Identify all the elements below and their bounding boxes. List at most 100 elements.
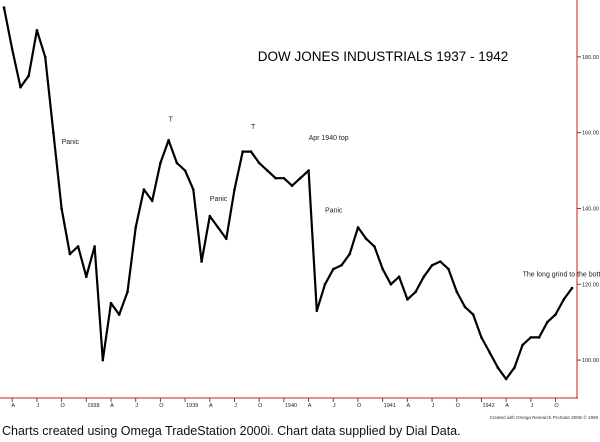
data-point: [447, 267, 450, 271]
x-tick-label: 1939: [186, 403, 198, 409]
footer-note: Created with Omega Research ProSuite 200…: [490, 414, 599, 420]
data-point: [159, 161, 162, 165]
data-point: [356, 226, 360, 229]
x-tick-label: O: [357, 403, 362, 409]
x-tick-label: J: [37, 403, 40, 409]
x-tick-label: A: [407, 403, 411, 409]
data-point: [274, 176, 278, 180]
data-point: [529, 336, 533, 339]
data-point: [167, 138, 170, 142]
data-point: [488, 351, 492, 354]
data-point: [200, 260, 203, 263]
data-point: [2, 6, 6, 9]
data-point: [430, 264, 434, 267]
x-tick-label: O: [554, 403, 559, 409]
data-point: [422, 275, 426, 279]
data-point: [43, 55, 47, 59]
data-point: [249, 150, 253, 153]
chart: DOW JONES INDUSTRIALS 1937 - 1942 100.00…: [0, 0, 600, 420]
data-point: [496, 366, 500, 370]
x-tick-label: A: [11, 403, 15, 409]
data-point: [471, 313, 475, 316]
data-point: [414, 290, 417, 294]
data-point: [315, 309, 319, 313]
data-point: [570, 286, 574, 290]
y-axis-ticks: 100.00 120.00 140.00 160.00 180.00: [577, 55, 599, 364]
y-tick-label: 140.00: [582, 206, 599, 212]
data-point: [109, 301, 113, 305]
data-point: [299, 176, 302, 180]
annotations: Panic T Panic T Apr 1940 top Panic The long gr…: [62, 116, 600, 278]
data-point: [117, 313, 121, 316]
data-point: [439, 260, 442, 263]
x-tick-label: O: [456, 403, 461, 409]
data-point: [241, 150, 244, 153]
annotation-label: T: [169, 116, 174, 123]
x-tick-label: A: [110, 403, 114, 409]
x-tick-label: O: [258, 403, 263, 409]
chart-title: DOW JONES INDUSTRIALS 1937 - 1942: [258, 49, 509, 64]
data-point: [35, 29, 39, 32]
plot-background: [0, 0, 600, 420]
data-point: [554, 313, 557, 316]
x-tick-label: A: [209, 403, 213, 409]
data-point: [332, 267, 335, 271]
y-tick-label: 120.00: [582, 282, 599, 288]
y-tick-label: 180.00: [582, 55, 599, 61]
data-point: [340, 264, 343, 267]
x-tick-label: 1942: [482, 403, 494, 409]
data-point: [455, 290, 459, 294]
data-point: [175, 161, 179, 165]
x-tick-label: O: [60, 403, 65, 409]
series-line-0: [2, 7, 573, 381]
data-point: [323, 283, 327, 286]
x-tick-label: 1941: [384, 403, 396, 409]
x-tick-label: J: [530, 403, 533, 409]
data-point: [101, 358, 105, 362]
data-point: [27, 74, 31, 78]
data-point: [76, 245, 80, 248]
data-point: [233, 188, 236, 191]
x-tick-label: J: [234, 403, 237, 409]
data-point: [216, 226, 220, 229]
data-point: [10, 48, 14, 51]
annotation-label: Panic: [62, 139, 80, 146]
data-point: [126, 290, 129, 294]
data-point: [225, 237, 228, 241]
data-point: [513, 366, 516, 370]
data-point: [504, 377, 508, 381]
x-tick-label: 1938: [87, 403, 99, 409]
data-point: [68, 252, 72, 256]
annotation-label: The long grind to the bottom: [523, 272, 600, 279]
x-tick-label: J: [135, 403, 138, 409]
caption: Charts created using Omega TradeStation …: [2, 424, 461, 438]
x-tick-label: A: [505, 403, 509, 409]
x-tick-label: J: [432, 403, 435, 409]
data-point: [406, 298, 409, 301]
data-point: [381, 267, 385, 271]
data-point: [463, 305, 467, 309]
data-point: [150, 199, 154, 203]
annotation-label: T: [251, 124, 256, 131]
data-point: [266, 169, 269, 172]
data-point: [389, 283, 393, 286]
price-series: [2, 6, 574, 381]
data-point: [208, 214, 212, 218]
data-point: [142, 188, 146, 191]
data-point: [60, 207, 63, 210]
annotation-label: Apr 1940 top: [309, 135, 349, 142]
annotation-label: Panic: [325, 207, 343, 214]
y-tick-label: 100.00: [582, 358, 599, 364]
data-point: [480, 336, 483, 339]
x-tick-label: 1940: [285, 403, 297, 409]
data-point: [85, 275, 88, 279]
data-point: [307, 169, 310, 172]
data-point: [290, 184, 294, 187]
data-point: [373, 245, 376, 248]
data-point: [562, 298, 566, 301]
data-point: [183, 169, 187, 172]
data-point: [192, 188, 195, 191]
data-point: [282, 176, 286, 180]
data-point: [537, 336, 541, 339]
data-point: [521, 343, 524, 347]
